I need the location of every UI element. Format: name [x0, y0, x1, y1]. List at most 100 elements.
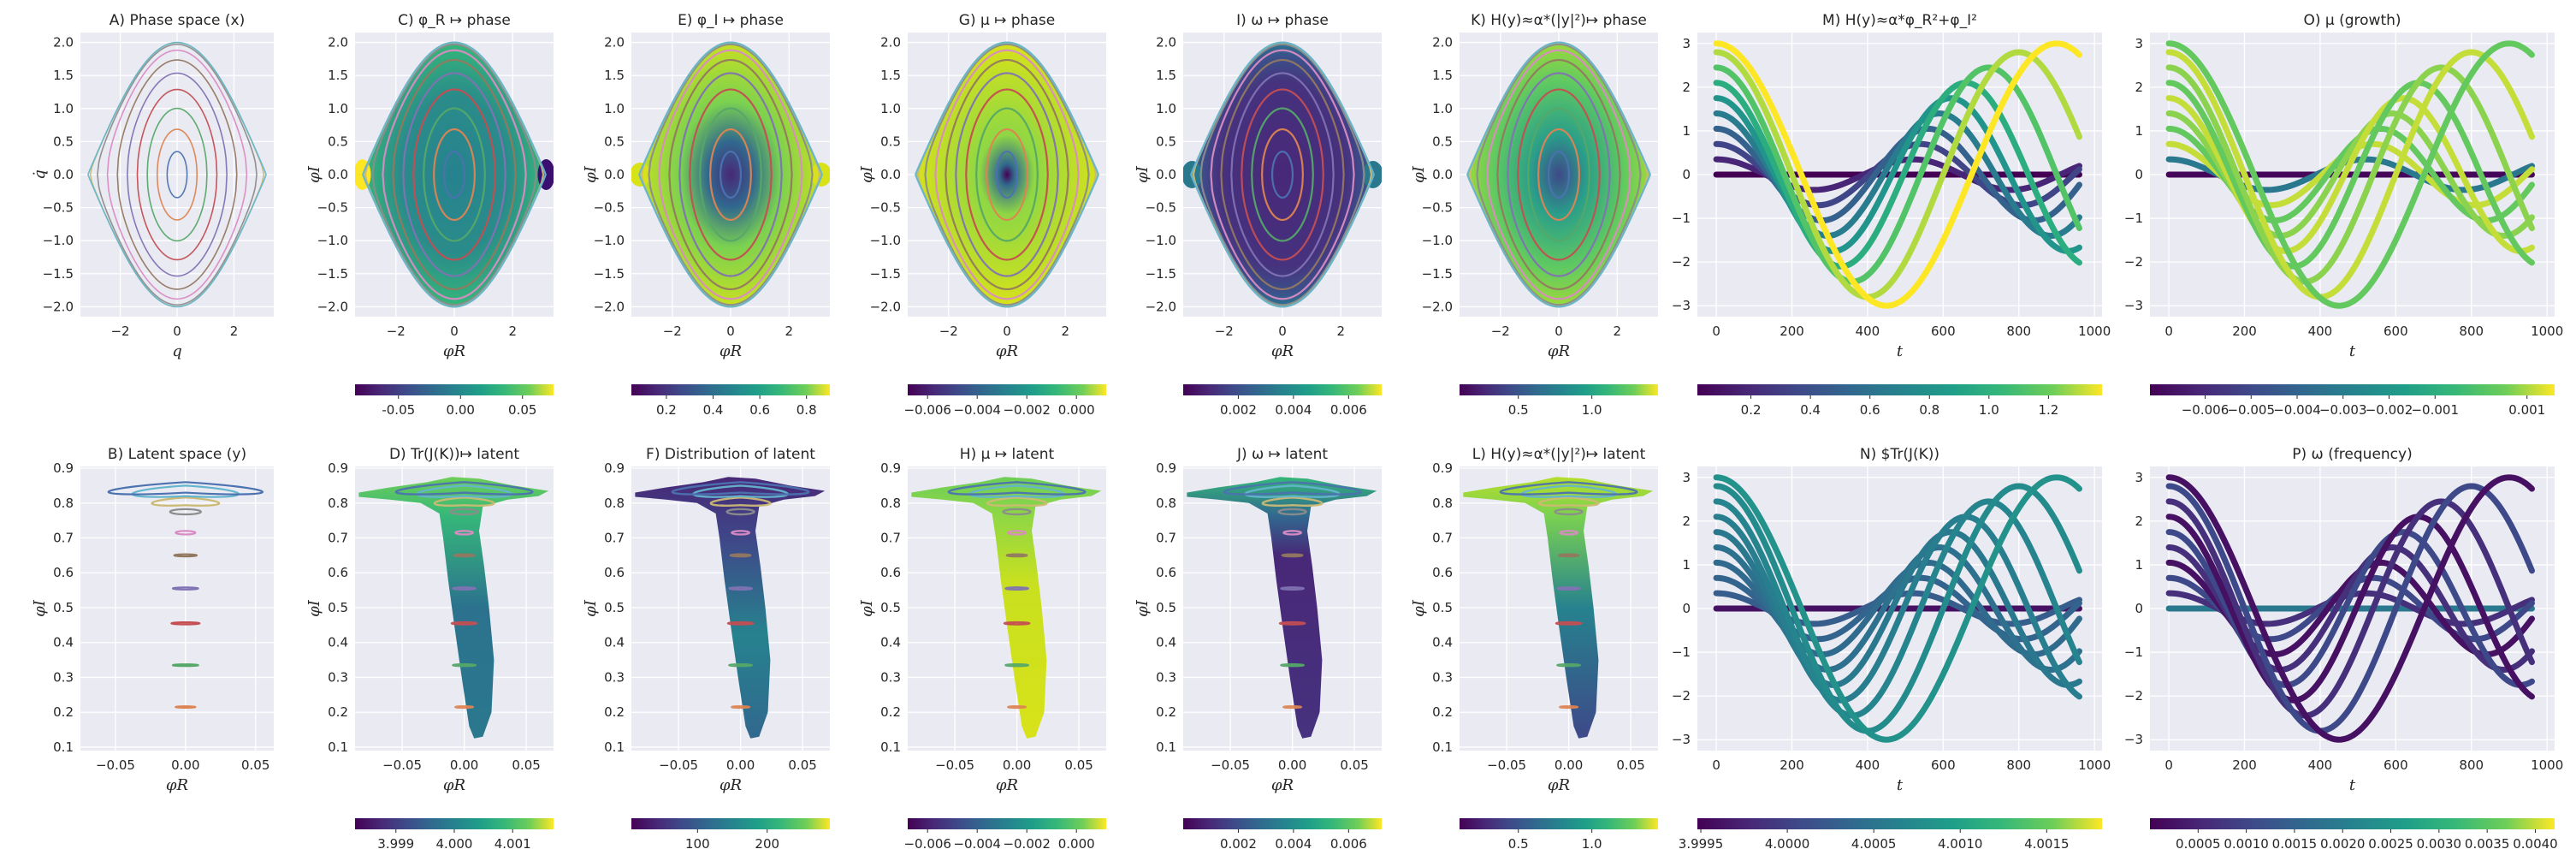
y-tick-label: −2 [2124, 688, 2143, 704]
y-axis-label: φI [1134, 165, 1152, 183]
orbit-9 [87, 41, 267, 308]
panel-title: C) φ_R ↦ phase [398, 12, 511, 29]
y-tick-label: 0.1 [328, 739, 348, 755]
x-tick-label: 200 [1780, 324, 1804, 339]
colorbar-E: 0.2 0.4 0.6 0.8 [631, 384, 830, 418]
orbit-1 [433, 128, 476, 222]
latent-orbit-5 [454, 530, 474, 536]
trajectory-7 [1713, 498, 2082, 719]
trajectory-7 [2165, 64, 2535, 285]
y-tick-label: 0.3 [1432, 669, 1453, 685]
colorbar-tick-label: 0.006 [1330, 402, 1367, 418]
panel-I: −2 0 2 −2.0 −1.5 −1.0 −0.5 0.0 0.5 1.0 1.5 2.0 I) ω … [1134, 12, 1382, 418]
latent-orbit-0 [1558, 705, 1579, 710]
plot-area [911, 477, 1102, 739]
orbit-0 [166, 151, 188, 199]
trajectory-6 [1713, 80, 2082, 270]
y-tick-label: 3 [2135, 36, 2143, 51]
x-tick-label: −0.05 [96, 757, 135, 773]
y-tick-label: 0.4 [1156, 635, 1176, 650]
y-tick-label: 0.3 [604, 669, 625, 685]
y-tick-label: 0.5 [328, 600, 348, 615]
colorbar-tick-label: 0.0010 [2224, 836, 2269, 852]
y-tick-label: 0.0 [880, 167, 901, 182]
panel-D: −0.05 0.00 0.05 0.1 0.2 0.3 0.4 0.5 0.6 0.7 0.8 0.9… [305, 446, 554, 852]
colorbar-tick-label: 0.004 [1275, 836, 1312, 852]
x-axis-label: t [2349, 342, 2356, 360]
orbit-6 [1210, 49, 1355, 300]
colorbar-tick-label: -0.05 [382, 402, 415, 418]
latent-orbit-4 [1005, 553, 1028, 558]
colorbar-tick-label: 0.0030 [2417, 836, 2462, 852]
colorbar-tick-label: −0.002 [1003, 402, 1051, 418]
trajectory-6 [1713, 514, 2082, 704]
latent-orbit-3 [728, 586, 754, 591]
orbit-9 [362, 41, 547, 308]
y-tick-label: 0.4 [880, 635, 901, 650]
panel-title: L) H(y)≈α*(|y|²)↦ latent [1472, 446, 1646, 463]
x-tick-label: 0.05 [1616, 757, 1644, 773]
x-tick-label: −2 [1491, 324, 1510, 339]
colorbar-gradient [1460, 384, 1658, 395]
y-tick-label: −0.5 [870, 200, 901, 216]
y-axis-label: φI [305, 165, 323, 183]
y-tick-label: 0.9 [880, 460, 901, 476]
colorbar-L: 0.5 1.0 [1460, 818, 1658, 852]
latent-orbit-4 [173, 553, 198, 558]
y-tick-label: 0.3 [53, 669, 74, 685]
panel-title: D) Tr(J(K))↦ latent [389, 446, 519, 463]
colorbar-tick-label: 0.4 [703, 402, 724, 418]
y-tick-label: 0.2 [1156, 704, 1176, 720]
y-tick-label: 1 [2135, 123, 2143, 139]
colorbar-tick-label: 0.002 [1220, 836, 1257, 852]
x-tick-label: 1000 [2531, 324, 2563, 339]
panel-A: −2 0 2 −2.0 −1.5 −1.0 −0.5 0.0 0.5 1.0 1.5 2.0 A) Ph… [31, 12, 274, 360]
orbit-5 [945, 58, 1069, 291]
orbit-6 [1486, 49, 1631, 300]
y-tick-label: 0.8 [880, 496, 901, 511]
latent-orbit-2 [1278, 621, 1306, 626]
x-tick-label: 2 [785, 324, 793, 339]
x-tick-label: 200 [2232, 757, 2257, 773]
colorbar-tick-label: 0.0035 [2465, 836, 2510, 852]
y-tick-label: 0.9 [604, 460, 625, 476]
x-tick-label: 0.00 [450, 757, 478, 773]
y-tick-label: 0.0 [53, 167, 74, 182]
plot-area [107, 481, 264, 709]
trajectory-7 [2165, 498, 2535, 719]
x-tick-label: 400 [1856, 324, 1880, 339]
y-tick-label: −1 [1672, 211, 1691, 226]
colorbar-C: -0.05 0.00 0.05 [355, 384, 554, 418]
trajectory-8 [2165, 483, 2535, 734]
y-tick-label: 0.4 [1432, 635, 1453, 650]
latent-orbit-9 [1223, 481, 1362, 496]
orbit-5 [1496, 58, 1621, 291]
orbit-3 [1241, 88, 1324, 261]
y-tick-label: 3 [1682, 470, 1691, 485]
trajectory-9 [1713, 40, 2082, 309]
orbit-6 [106, 49, 248, 300]
orbit-6 [658, 49, 803, 300]
latent-orbit-2 [170, 621, 201, 626]
y-tick-label: 2 [2135, 80, 2143, 95]
x-tick-label: 0.05 [788, 757, 816, 773]
y-tick-label: 0.2 [53, 704, 74, 720]
panel-title: O) μ (growth) [2303, 12, 2401, 29]
x-tick-label: 0.05 [1064, 757, 1093, 773]
x-tick-label: −2 [110, 324, 129, 339]
panel-J: −0.05 0.00 0.05 0.1 0.2 0.3 0.4 0.5 0.6 0.7 0.8 0.9… [1134, 446, 1382, 852]
y-tick-label: 0.0 [1432, 167, 1453, 182]
colorbar-tick-label: 0.0025 [2368, 836, 2413, 852]
latent-orbit-7 [986, 496, 1048, 507]
y-tick-label: 0.1 [53, 739, 74, 755]
plot-area [2165, 40, 2535, 309]
y-tick-label: 2.0 [604, 35, 625, 50]
colorbar-tick-label: 1.0 [1582, 836, 1602, 852]
panel-M: 0 200 400 600 800 1000 −3 −2 −1 0 1 2 3 M) H(y)≈α*φ_R… [1672, 12, 2111, 418]
latent-orbit-6 [169, 508, 202, 516]
y-tick-label: 1.5 [880, 68, 901, 83]
latent-orbit-1 [171, 663, 199, 668]
x-axis-label: φR [720, 342, 742, 360]
plot-area [1463, 477, 1654, 739]
y-tick-label: 0.1 [1156, 739, 1176, 755]
